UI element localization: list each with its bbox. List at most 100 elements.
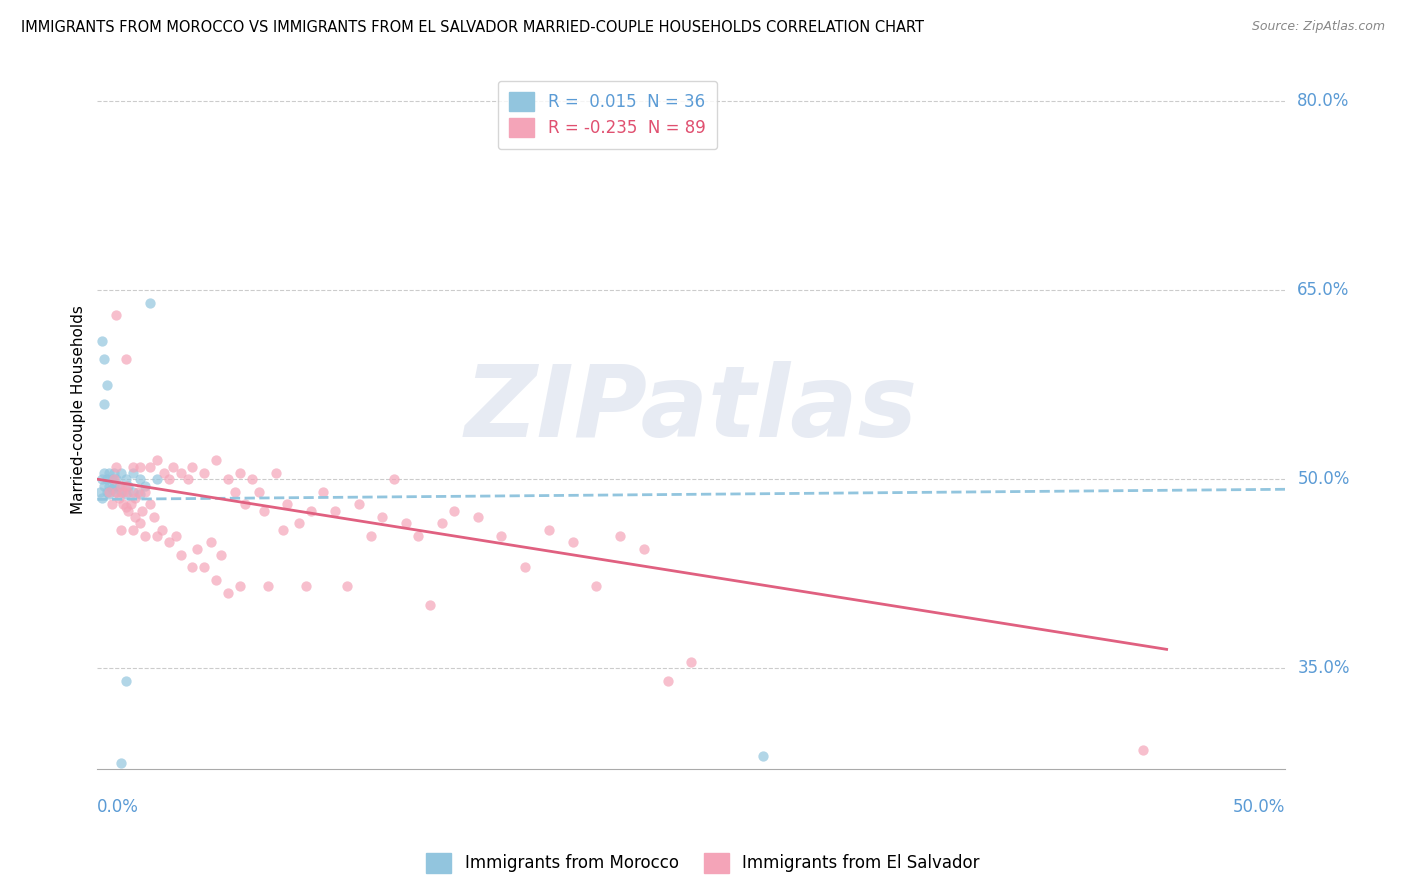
Point bbox=[288, 516, 311, 531]
Point bbox=[224, 484, 246, 499]
Point bbox=[89, 484, 111, 499]
Point bbox=[98, 466, 121, 480]
Legend: R =  0.015  N = 36, R = -0.235  N = 89: R = 0.015 N = 36, R = -0.235 N = 89 bbox=[498, 80, 717, 149]
Point bbox=[205, 453, 228, 467]
Point bbox=[138, 295, 160, 310]
Point bbox=[100, 497, 122, 511]
Point bbox=[105, 472, 128, 486]
Text: 80.0%: 80.0% bbox=[1298, 92, 1350, 110]
Point bbox=[96, 472, 118, 486]
Point bbox=[276, 497, 298, 511]
Point bbox=[115, 472, 138, 486]
Point bbox=[127, 484, 149, 499]
Point bbox=[129, 516, 152, 531]
Point bbox=[181, 459, 204, 474]
Point bbox=[100, 483, 122, 497]
Point bbox=[360, 529, 382, 543]
Point bbox=[96, 484, 118, 499]
Point bbox=[120, 497, 142, 511]
Text: 50.0%: 50.0% bbox=[1298, 470, 1350, 488]
Point bbox=[200, 535, 222, 549]
Point bbox=[430, 516, 453, 531]
Point bbox=[129, 459, 152, 474]
Point bbox=[419, 599, 441, 613]
Point bbox=[117, 484, 139, 499]
Point bbox=[395, 516, 418, 531]
Point bbox=[157, 472, 180, 486]
Point bbox=[145, 472, 167, 486]
Point bbox=[169, 548, 191, 562]
Text: 0.0%: 0.0% bbox=[97, 797, 139, 816]
Point bbox=[107, 478, 129, 492]
Point bbox=[110, 478, 132, 492]
Point bbox=[633, 541, 655, 556]
Point bbox=[193, 560, 215, 574]
Point bbox=[112, 484, 135, 499]
Point bbox=[253, 504, 276, 518]
Point bbox=[240, 472, 263, 486]
Point bbox=[129, 472, 152, 486]
Legend: Immigrants from Morocco, Immigrants from El Salvador: Immigrants from Morocco, Immigrants from… bbox=[420, 847, 986, 880]
Point bbox=[138, 459, 160, 474]
Point bbox=[209, 548, 232, 562]
Point bbox=[247, 484, 270, 499]
Point bbox=[217, 472, 239, 486]
Point bbox=[110, 756, 132, 770]
Point bbox=[513, 560, 536, 574]
Y-axis label: Married-couple Households: Married-couple Households bbox=[72, 305, 86, 515]
Point bbox=[105, 309, 128, 323]
Point bbox=[153, 466, 176, 480]
Text: 50.0%: 50.0% bbox=[1233, 797, 1285, 816]
Point bbox=[100, 472, 122, 486]
Point bbox=[122, 466, 145, 480]
Point bbox=[112, 497, 135, 511]
Point bbox=[91, 334, 114, 348]
Point bbox=[105, 459, 128, 474]
Point bbox=[312, 484, 335, 499]
Point bbox=[110, 484, 132, 499]
Point bbox=[134, 484, 156, 499]
Point bbox=[110, 466, 132, 480]
Point bbox=[295, 579, 318, 593]
Point bbox=[229, 466, 252, 480]
Point bbox=[145, 529, 167, 543]
Point bbox=[110, 523, 132, 537]
Point bbox=[105, 484, 128, 499]
Point bbox=[336, 579, 359, 593]
Point bbox=[233, 497, 256, 511]
Point bbox=[129, 487, 152, 501]
Point bbox=[371, 510, 394, 524]
Point bbox=[103, 466, 125, 480]
Point bbox=[323, 504, 346, 518]
Point bbox=[169, 466, 191, 480]
Point bbox=[115, 352, 138, 367]
Point bbox=[176, 472, 198, 486]
Point bbox=[157, 535, 180, 549]
Point bbox=[165, 529, 187, 543]
Point bbox=[105, 484, 128, 499]
Point bbox=[1132, 743, 1154, 757]
Text: Source: ZipAtlas.com: Source: ZipAtlas.com bbox=[1251, 20, 1385, 33]
Point bbox=[134, 478, 156, 492]
Point bbox=[122, 459, 145, 474]
Point bbox=[122, 484, 145, 499]
Point bbox=[186, 541, 208, 556]
Point bbox=[681, 655, 703, 669]
Point bbox=[115, 487, 138, 501]
Point bbox=[124, 491, 146, 505]
Text: 35.0%: 35.0% bbox=[1298, 659, 1350, 677]
Point bbox=[257, 579, 280, 593]
Point bbox=[382, 472, 405, 486]
Point bbox=[115, 500, 138, 514]
Point bbox=[264, 466, 287, 480]
Point bbox=[657, 673, 679, 688]
Point bbox=[96, 377, 118, 392]
Text: ZIPatlas: ZIPatlas bbox=[465, 361, 918, 458]
Point bbox=[751, 749, 773, 764]
Point bbox=[561, 535, 583, 549]
Point bbox=[145, 453, 167, 467]
Point bbox=[217, 585, 239, 599]
Point bbox=[271, 523, 294, 537]
Point bbox=[229, 579, 252, 593]
Point bbox=[138, 497, 160, 511]
